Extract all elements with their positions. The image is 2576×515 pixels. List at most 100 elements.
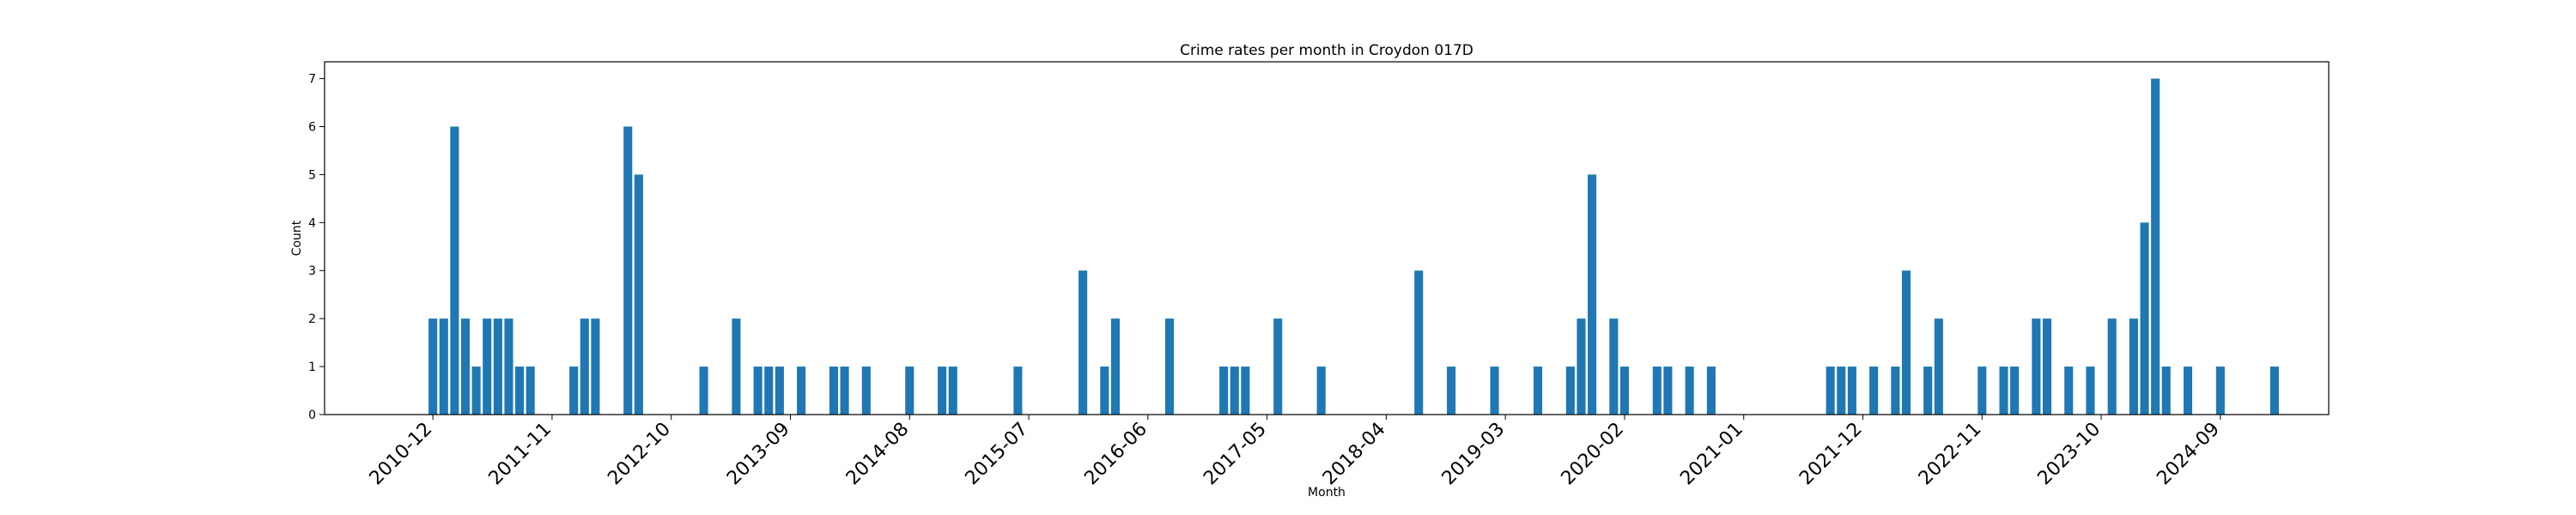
bar-2023-09: [2086, 367, 2095, 415]
x-axis: 2010-12 2011-11 2012-10 2013-09 2014-08 2015-…: [366, 415, 2224, 489]
bar-2023-07: [2064, 367, 2074, 415]
y-tick-label: 4: [308, 216, 316, 230]
x-tick-label: 2016-06: [1080, 419, 1151, 490]
y-tick-label: 5: [308, 168, 316, 182]
bar-2025-02: [2269, 367, 2279, 415]
plot-frame: [324, 61, 2330, 415]
bar-2022-07: [1934, 318, 1943, 415]
x-tick-label: 2020-02: [1558, 419, 1629, 490]
bar-2014-12: [948, 367, 957, 415]
bar-2023-02: [2010, 367, 2020, 415]
bar-2017-06: [1273, 318, 1283, 415]
bar-2024-06: [2183, 367, 2193, 415]
bar-2015-12: [1078, 270, 1088, 415]
bar-2011-07: [504, 318, 513, 415]
bar-2012-06: [623, 126, 633, 415]
bar-2011-02: [450, 126, 459, 415]
bar-2024-02: [2140, 222, 2149, 415]
y-tick-label: 1: [308, 360, 316, 374]
bar-2013-07: [764, 367, 774, 415]
x-tick-label: 2013-09: [723, 419, 794, 490]
bar-2020-01: [1609, 318, 1619, 415]
bar-2013-08: [775, 367, 784, 415]
bar-2017-01: [1219, 367, 1229, 415]
x-tick-label: 2017-05: [1200, 419, 1271, 490]
x-tick-label: 2018-04: [1319, 419, 1390, 490]
bar-2013-10: [797, 367, 806, 415]
bar-2016-03: [1110, 318, 1121, 415]
bar-2019-09: [1565, 367, 1575, 415]
bar-2020-05: [1652, 367, 1662, 415]
y-tick-label: 7: [308, 73, 316, 87]
bar-2011-04: [471, 367, 481, 415]
bar-2011-08: [515, 367, 525, 415]
bar-2014-02: [840, 367, 849, 415]
bar-2022-01: [1869, 367, 1879, 415]
bar-2022-03: [1891, 367, 1900, 415]
bar-2013-06: [753, 367, 762, 415]
bar-2018-10: [1447, 367, 1456, 415]
bar-2019-10: [1577, 318, 1586, 415]
x-tick-label: 2022-11: [1915, 419, 1986, 490]
bar-2014-11: [938, 367, 947, 415]
bar-2023-01: [1999, 367, 2008, 415]
x-tick-label: 2011-11: [485, 419, 556, 490]
bar-2017-10: [1316, 367, 1326, 415]
bar-2014-01: [829, 367, 839, 415]
bar-2020-10: [1706, 367, 1716, 415]
x-tick-label: 2024-09: [2153, 419, 2224, 490]
bar-2011-01: [439, 318, 448, 415]
bar-2019-11: [1588, 174, 1597, 415]
x-tick-label: 2012-10: [604, 419, 675, 490]
bar-2014-04: [861, 367, 871, 415]
bar-2019-02: [1490, 367, 1499, 415]
bar-2017-03: [1241, 367, 1250, 415]
bar-2022-11: [1978, 367, 1987, 415]
x-tick-label: 2019-03: [1438, 419, 1510, 490]
bar-2011-09: [526, 367, 535, 415]
bar-2023-04: [2032, 318, 2041, 415]
bar-2022-06: [1923, 367, 1933, 415]
bar-2016-08: [1165, 318, 1175, 415]
bar-2017-02: [1230, 367, 1239, 415]
y-tick-label: 6: [308, 120, 316, 134]
bar-2020-06: [1663, 367, 1673, 415]
bar-2012-03: [591, 318, 600, 415]
y-axis-label: Count: [290, 220, 304, 256]
bar-2024-03: [2151, 78, 2160, 415]
bar-2021-11: [1847, 367, 1856, 415]
bar-2024-09: [2215, 367, 2225, 415]
bar-2012-02: [580, 318, 589, 415]
bar-2019-06: [1533, 367, 1543, 415]
bar-2024-01: [2129, 318, 2138, 415]
chart-title: Crime rates per month in Croydon 017D: [1180, 42, 1473, 59]
x-tick-label: 2015-07: [962, 419, 1033, 490]
bar-2010-12: [428, 318, 438, 415]
bar-2023-05: [2042, 318, 2052, 415]
bars-group: [428, 78, 2279, 415]
y-tick-label: 3: [308, 264, 316, 278]
bar-2022-04: [1901, 270, 1911, 415]
bar-2011-03: [460, 318, 471, 415]
bar-2012-07: [634, 174, 643, 415]
bar-2014-08: [905, 367, 914, 415]
x-tick-label: 2014-08: [842, 419, 914, 490]
bar-2013-04: [732, 318, 741, 415]
bar-2023-11: [2107, 318, 2117, 415]
x-tick-label: 2021-12: [1795, 419, 1867, 490]
bar-2024-04: [2161, 367, 2171, 415]
bar-2012-01: [569, 367, 579, 415]
x-axis-label: Month: [1308, 486, 1346, 500]
bar-2018-07: [1414, 270, 1424, 415]
y-tick-label: 2: [308, 312, 316, 326]
bar-2011-06: [493, 318, 502, 415]
bar-2011-05: [483, 318, 492, 415]
x-tick-label: 2023-10: [2034, 419, 2105, 490]
bar-2020-02: [1619, 367, 1629, 415]
bar-2021-09: [1826, 367, 1835, 415]
bar-2015-06: [1013, 367, 1023, 415]
bar-2013-01: [699, 367, 708, 415]
x-tick-label: 2021-01: [1676, 419, 1747, 490]
y-axis: 0 1 2 3 4 5 6 7: [308, 73, 325, 422]
